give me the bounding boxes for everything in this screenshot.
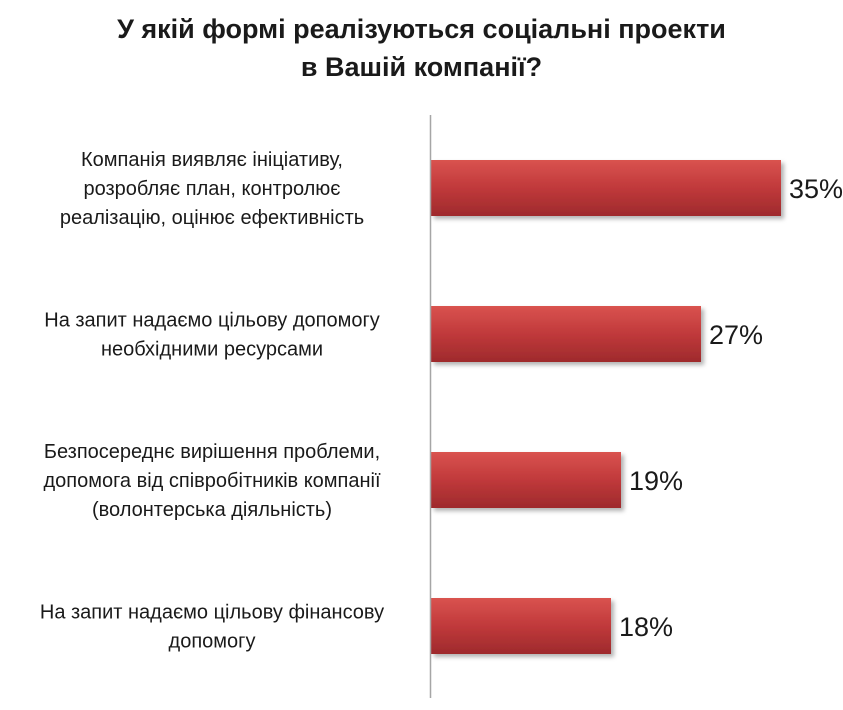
- bar: [431, 598, 611, 654]
- category-label: На запит надаємо цільову фінансову допомо…: [40, 602, 384, 653]
- labels-layer: 35% Компанія виявляє ініціативу, розробляє…: [40, 149, 843, 653]
- data-label: 18%: [619, 612, 673, 642]
- category-label-line: необхідними ресурсами: [101, 339, 323, 361]
- category-label: Безпосереднє вирішення проблеми, допомога…: [43, 441, 381, 521]
- chart-title-line-1: У якій формі реалізуються соціальні прое…: [117, 14, 726, 44]
- bars-layer: [431, 160, 781, 654]
- bar: [431, 160, 781, 216]
- category-label-line: (волонтерська діяльність): [92, 499, 332, 521]
- category-label-line: Компанія виявляє ініціативу,: [81, 149, 343, 171]
- category-label-line: Безпосереднє вирішення проблеми,: [44, 441, 380, 463]
- category-label-line: На запит надаємо цільову фінансову: [40, 602, 384, 624]
- bar: [431, 452, 621, 508]
- category-label: Компанія виявляє ініціативу, розробляє пл…: [60, 149, 364, 229]
- chart-title-line-2: в Вашій компанії?: [300, 52, 543, 82]
- data-label: 19%: [629, 466, 683, 496]
- chart-title: У якій формі реалізуються соціальні прое…: [0, 10, 843, 86]
- category-label-line: допомога від співробітників компанії: [43, 470, 381, 492]
- data-label: 35%: [789, 174, 843, 204]
- category-label-line: реалізацію, оцінює ефективність: [60, 207, 364, 229]
- category-label: На запит надаємо цільову допомогу необхід…: [44, 310, 380, 361]
- category-label-line: допомогу: [169, 631, 256, 653]
- bar: [431, 306, 701, 362]
- data-label: 27%: [709, 320, 763, 350]
- category-label-line: розробляє план, контролює: [83, 178, 340, 200]
- category-label-line: На запит надаємо цільову допомогу: [44, 310, 380, 332]
